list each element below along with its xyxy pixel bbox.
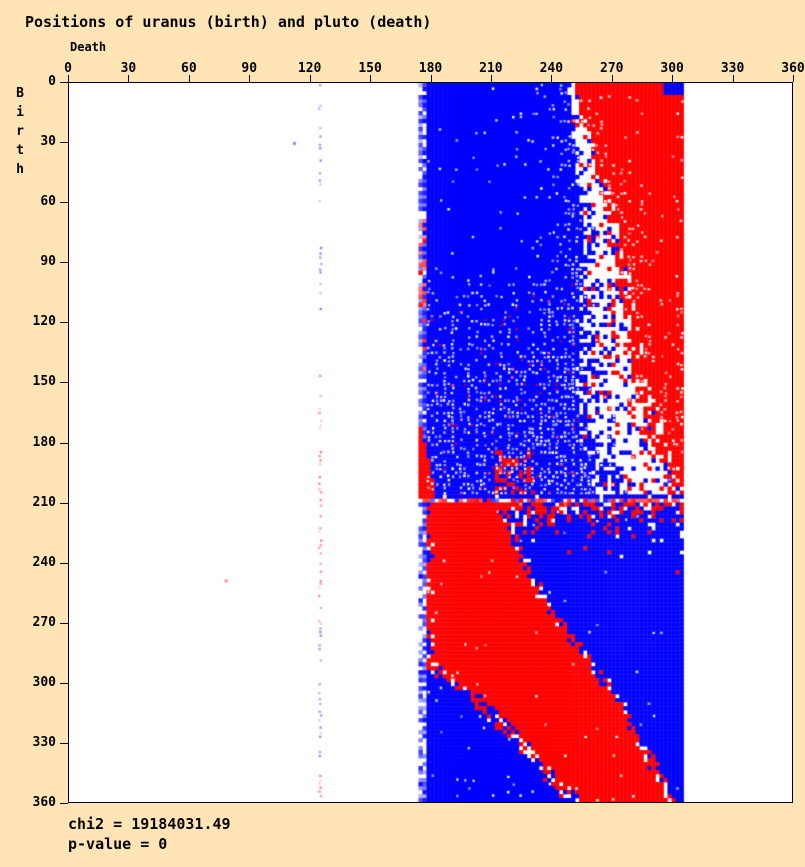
y-tick-mark — [60, 202, 68, 204]
x-tick-label: 30 — [120, 61, 137, 76]
x-tick-label: 240 — [539, 61, 564, 76]
pvalue-stat: p-value = 0 — [68, 835, 168, 853]
x-tick-mark — [309, 75, 311, 82]
y-tick-mark — [60, 322, 68, 324]
x-tick-mark — [611, 75, 613, 82]
x-tick-mark — [793, 75, 794, 82]
y-tick-mark — [60, 622, 68, 624]
x-tick-mark — [188, 75, 190, 82]
y-tick-label: 300 — [32, 674, 56, 690]
x-tick-mark — [370, 75, 372, 82]
x-tick-label: 300 — [660, 61, 684, 76]
x-tick-label: 330 — [720, 61, 745, 76]
x-tick-label: 60 — [181, 61, 197, 76]
x-tick-mark — [68, 75, 69, 82]
y-tick-mark — [60, 742, 68, 744]
chi2-stat: chi2 = 19184031.49 — [68, 815, 231, 833]
y-tick-mark — [60, 262, 68, 264]
y-tick-label: 120 — [32, 314, 56, 330]
x-tick-label: 270 — [600, 61, 624, 76]
x-tick-label: 180 — [418, 61, 443, 76]
y-tick-mark — [60, 803, 68, 804]
x-tick-label: 150 — [358, 61, 382, 76]
y-tick-label: 180 — [32, 434, 56, 450]
y-tick-label: 60 — [40, 194, 56, 210]
x-tick-mark — [672, 75, 674, 82]
x-tick-mark — [430, 75, 432, 82]
x-axis-label: Death — [70, 40, 107, 54]
x-tick-label: 0 — [64, 61, 72, 76]
x-tick-mark — [732, 75, 734, 82]
y-tick-mark — [60, 442, 68, 444]
x-tick-label: 360 — [781, 61, 805, 76]
y-tick-label: 90 — [40, 254, 56, 270]
page-title: Positions of uranus (birth) and pluto (d… — [25, 13, 432, 31]
x-tick-label: 210 — [479, 61, 503, 76]
x-tick-mark — [490, 75, 492, 82]
y-tick-label: 150 — [32, 374, 56, 390]
y-tick-mark — [60, 562, 68, 564]
y-tick-mark — [60, 682, 68, 684]
y-tick-mark — [60, 502, 68, 504]
y-tick-label: 0 — [48, 74, 56, 89]
y-tick-mark — [60, 382, 68, 384]
y-tick-label: 270 — [32, 614, 56, 630]
y-tick-mark — [60, 82, 68, 83]
y-tick-label: 360 — [32, 795, 56, 810]
x-tick-label: 90 — [241, 61, 258, 76]
x-tick-label: 120 — [297, 61, 322, 76]
x-tick-mark — [249, 75, 251, 82]
y-tick-label: 30 — [40, 134, 56, 150]
y-tick-label: 240 — [32, 554, 56, 570]
y-tick-label: 330 — [32, 734, 56, 750]
x-tick-mark — [128, 75, 130, 82]
y-tick-mark — [60, 142, 68, 144]
plot-frame — [68, 82, 793, 803]
x-tick-mark — [551, 75, 553, 82]
heatmap-canvas — [69, 83, 792, 802]
y-axis-label: B i r t h — [16, 86, 24, 177]
y-tick-label: 210 — [32, 494, 56, 510]
